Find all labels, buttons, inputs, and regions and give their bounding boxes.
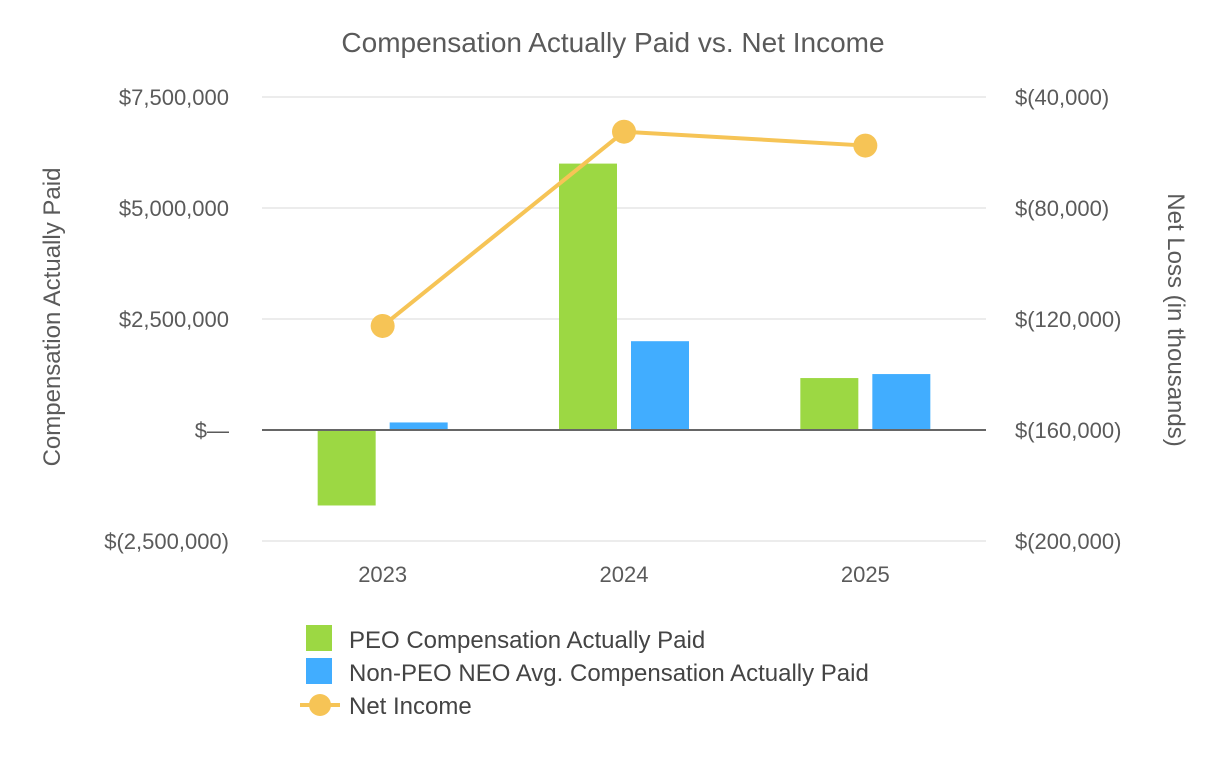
bars <box>317 163 931 506</box>
x-tick-label: 2024 <box>600 562 649 587</box>
y-axis-right-ticks: $(200,000) $(160,000) $(120,000) $(80,000) $… <box>1015 85 1121 554</box>
y-right-tick-label: $(160,000) <box>1015 418 1121 443</box>
y-axis-right-title: Net Loss (in thousands) <box>1162 193 1189 446</box>
net-income-line-group <box>370 119 878 338</box>
y-left-tick-label: $(2,500,000) <box>104 529 229 554</box>
legend-marker <box>309 694 331 716</box>
y-right-tick-label: $(40,000) <box>1015 85 1109 110</box>
peo-bar-2025 <box>800 378 859 430</box>
legend-swatch <box>306 658 332 684</box>
non-peo-bar-2024 <box>631 341 689 430</box>
peo-bar-2023 <box>317 430 376 506</box>
y-right-tick-label: $(200,000) <box>1015 529 1121 554</box>
y-axis-left-title: Compensation Actually Paid <box>39 168 66 467</box>
y-left-tick-label: $7,500,000 <box>119 85 229 110</box>
net-income-point-2024 <box>612 119 636 144</box>
y-right-tick-label: $(80,000) <box>1015 196 1109 221</box>
y-left-tick-label: $— <box>195 418 229 443</box>
x-axis-ticks: 2023 2024 2025 <box>358 562 890 587</box>
chart-title: Compensation Actually Paid vs. Net Incom… <box>341 27 884 58</box>
non-peo-bar-2023 <box>389 422 448 430</box>
x-tick-label: 2025 <box>841 562 890 587</box>
y-left-tick-label: $2,500,000 <box>119 307 229 332</box>
net-income-line <box>381 129 866 328</box>
peo-bar-2024 <box>559 163 617 430</box>
legend-label: PEO Compensation Actually Paid <box>349 627 705 654</box>
non-peo-bar-2025 <box>872 374 931 430</box>
y-left-tick-label: $5,000,000 <box>119 196 229 221</box>
net-income-point-2025 <box>853 133 878 158</box>
y-right-tick-label: $(120,000) <box>1015 307 1121 332</box>
net-income-point-2023 <box>370 313 395 338</box>
x-tick-label: 2023 <box>358 562 407 587</box>
y-axis-left-ticks: $(2,500,000) $— $2,500,000 $5,000,000 $7,500… <box>104 85 229 554</box>
legend-label: Non-PEO NEO Avg. Compensation Actually P… <box>349 660 869 687</box>
legend-swatch <box>306 625 332 651</box>
legend: PEO Compensation Actually Paid Non-PEO NE… <box>300 625 869 720</box>
legend-label: Net Income <box>349 693 472 720</box>
